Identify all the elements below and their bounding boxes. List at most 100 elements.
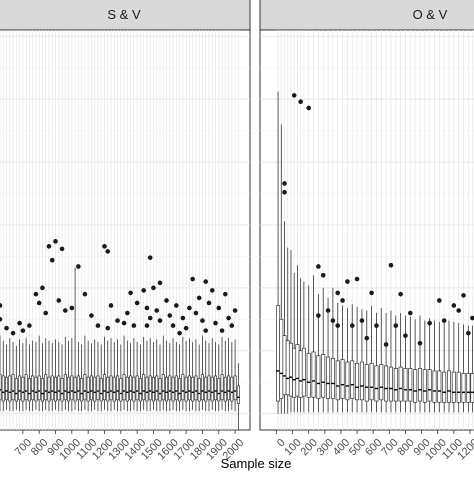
box [131,323,137,410]
box [369,290,374,413]
outlier-point [20,328,26,333]
outlier-point [213,320,218,326]
box-iqr [67,376,71,402]
box [102,244,107,410]
box-iqr [204,376,208,402]
box [8,338,12,412]
box-iqr [413,369,418,403]
box-iqr [355,362,360,401]
outlier-point [417,340,423,346]
box [461,293,466,413]
box [335,290,341,413]
box [46,244,52,412]
box [86,340,90,412]
box [180,315,186,410]
box-iqr [217,378,221,402]
outlier-point [46,244,52,249]
outlier-point [330,318,336,323]
box [311,275,316,413]
outlier-point [82,291,88,297]
x-axis-ticks: 7008009001000110012001300140015001600170… [13,430,246,463]
box-iqr [194,375,198,401]
box [451,303,457,413]
outlier-point [349,323,355,328]
box [161,335,165,410]
box-iqr [364,364,369,402]
box [76,264,81,412]
box-iqr [11,374,15,401]
box-iqr [213,375,218,401]
outlier-point [393,323,399,328]
box [99,344,103,412]
outlier-point [291,93,297,98]
box-iqr [129,375,133,401]
outlier-point [403,333,408,338]
outlier-point [183,325,189,331]
box [14,345,18,410]
box [340,298,345,413]
outlier-point [53,239,58,244]
box [223,291,228,412]
box-iqr [119,378,123,402]
outlier-point [69,305,75,311]
box [456,308,461,413]
outlier-point [102,244,107,249]
box [393,315,399,413]
box-iqr [21,376,25,402]
box-iqr [80,378,84,402]
box-iqr [197,378,201,402]
outlier-point [187,305,192,311]
outlier-point [316,313,321,318]
outlier-point [10,330,16,336]
outlier-point [17,320,22,326]
outlier-point [164,298,169,303]
box [441,318,447,413]
box [138,344,142,412]
box-iqr [466,373,471,403]
box-iqr [326,356,331,399]
box [56,298,62,412]
box [209,288,215,410]
outlier-point [121,320,127,326]
box-iqr [171,376,175,402]
box-iqr [236,385,240,404]
box-iqr [83,374,87,401]
box [320,272,326,413]
box [216,305,222,412]
box-iqr [187,375,191,401]
box-iqr [135,375,139,401]
box-iqr [191,376,195,402]
outlier-point [203,328,209,333]
box [128,290,133,412]
outlier-point [89,313,94,318]
outlier-point [340,298,345,303]
box-iqr [18,375,22,401]
box-iqr [106,376,110,402]
box-iqr [220,374,224,401]
box [301,281,306,413]
box [95,323,101,412]
outlier-point [223,291,228,297]
outlier-point [144,323,150,328]
box-iqr [27,378,31,402]
box-iqr [148,375,152,401]
outlier-point [203,279,209,284]
box [108,303,114,412]
outlier-point [388,262,394,268]
outlier-point [63,308,68,313]
box-iqr [432,370,437,403]
box-iqr [145,376,149,402]
outlier-point [466,330,471,336]
box-iqr [359,361,364,401]
box [408,310,413,413]
box [105,249,111,412]
outlier-point [383,342,389,347]
outlier-point [461,293,466,298]
box-iqr [306,352,311,398]
box-iqr [451,371,456,403]
outlier-point [76,264,81,269]
outlier-point [115,318,120,323]
outlier-point [151,285,156,291]
box [374,313,379,413]
box-iqr [276,305,281,402]
